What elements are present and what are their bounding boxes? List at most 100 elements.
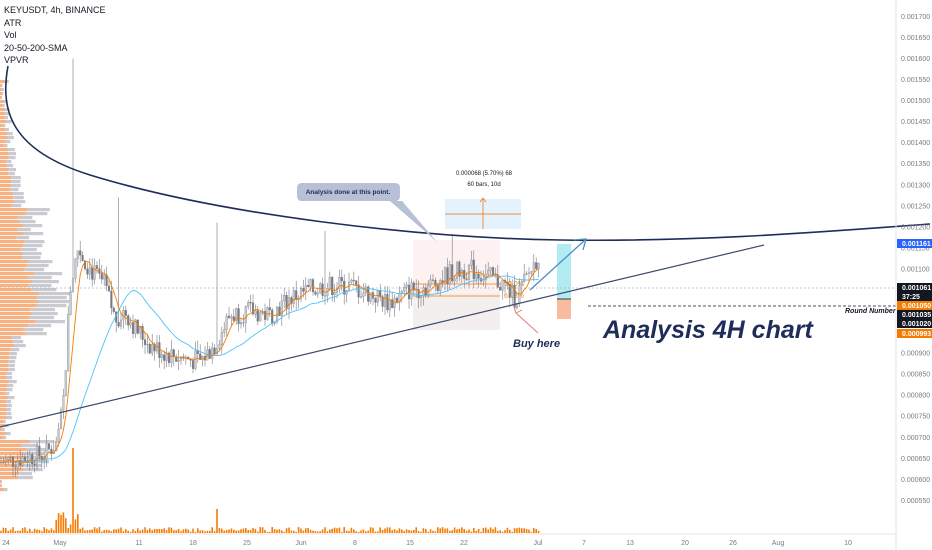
candle xyxy=(374,296,377,313)
indicator-vpvr[interactable]: VPVR xyxy=(4,55,29,66)
vpvr-bar-buy xyxy=(31,288,57,292)
vpvr-bar-buy xyxy=(6,160,12,164)
vpvr-bar-buy xyxy=(27,208,50,212)
volume-bar xyxy=(480,531,482,533)
volume-bar xyxy=(211,527,213,533)
vpvr-bar-buy xyxy=(23,328,44,332)
candle xyxy=(417,280,420,309)
volume-bar xyxy=(216,509,218,533)
vpvr-bar-sell xyxy=(0,144,5,148)
candle xyxy=(38,437,41,462)
volume-bar xyxy=(67,527,69,533)
candle xyxy=(376,289,379,307)
volume-bar xyxy=(348,530,350,533)
vpvr-bar-buy xyxy=(8,168,17,172)
vpvr-bar-buy xyxy=(6,120,12,124)
vpvr-bar-sell xyxy=(0,328,24,332)
volume-bar xyxy=(86,530,89,533)
vpvr-bar-buy xyxy=(7,384,14,388)
volume-bar xyxy=(271,527,273,533)
vpvr-bar-sell xyxy=(0,96,2,100)
vpvr-bar-buy xyxy=(25,332,47,336)
vpvr-bar-buy xyxy=(38,300,70,304)
price-tag: 0.001035 xyxy=(897,310,932,319)
vpvr-bar-sell xyxy=(0,228,17,232)
volume-bar xyxy=(506,527,509,533)
vpvr-bar-buy xyxy=(6,372,12,376)
vpvr-bar-sell xyxy=(0,400,7,404)
vpvr-bar-sell xyxy=(0,292,39,296)
vpvr-bar-buy xyxy=(13,192,24,196)
volume-bar xyxy=(185,528,187,533)
vpvr-bar-sell xyxy=(0,232,24,236)
volume-bar xyxy=(204,531,206,533)
volume-bar xyxy=(465,530,468,533)
vpvr-bar-buy xyxy=(17,216,33,220)
vpvr-bar-sell xyxy=(0,180,12,184)
vpvr-bar-buy xyxy=(1,484,2,488)
candle xyxy=(105,266,108,292)
candle xyxy=(23,453,27,462)
price-tag-label: 37:25 xyxy=(902,294,920,301)
volume-bar xyxy=(350,527,353,533)
candle xyxy=(453,275,456,287)
volume-bar xyxy=(29,528,31,533)
x-tick-label: Aug xyxy=(772,540,785,547)
vpvr-bar-sell xyxy=(0,152,9,156)
indicator-vol[interactable]: Vol xyxy=(4,30,17,41)
x-tick-label: 25 xyxy=(243,540,251,547)
vpvr-bar-buy xyxy=(1,480,2,484)
candle xyxy=(35,442,39,470)
price-axis[interactable]: 0.001700 0.001650 0.001600 0.001550 0.001500… xyxy=(901,14,930,505)
buy-here-label: Buy here xyxy=(513,338,560,350)
indicator-sma[interactable]: 20-50-200-SMA xyxy=(4,42,68,53)
vpvr-bar-buy xyxy=(1,92,4,96)
vpvr-bar-sell xyxy=(0,104,3,108)
candle xyxy=(201,355,204,367)
projection-arrow-head xyxy=(573,238,587,251)
time-axis[interactable]: 24 May 11 18 25 Jun 8 15 22 Jul 7 13 20 26 Aug 10 xyxy=(2,540,852,547)
volume-profile xyxy=(0,80,71,492)
vpvr-bar-sell xyxy=(0,172,9,176)
volume-bar xyxy=(242,528,245,533)
volume-bar xyxy=(393,529,396,533)
volume-bar xyxy=(341,531,343,533)
candle xyxy=(487,262,490,277)
volume-bar xyxy=(439,528,441,533)
candle xyxy=(508,277,511,308)
vpvr-bar-buy xyxy=(21,444,39,448)
candle xyxy=(357,276,360,305)
vpvr-bar-sell xyxy=(0,252,23,256)
volume-bar xyxy=(281,530,283,533)
candle xyxy=(69,286,72,316)
vpvr-bar-buy xyxy=(5,108,10,112)
volume-bar xyxy=(48,530,50,533)
volume-bar xyxy=(192,528,194,533)
volume-bar xyxy=(26,530,29,533)
volume-bar xyxy=(297,527,300,533)
candle xyxy=(148,342,151,355)
y-tick-label: 0.000650 xyxy=(901,456,930,463)
volume-bar xyxy=(245,528,247,533)
volume-bar xyxy=(521,528,523,533)
candle xyxy=(309,278,312,292)
vpvr-bar-sell xyxy=(0,224,24,228)
vpvr-bar-sell xyxy=(0,140,6,144)
vpvr-bar-buy xyxy=(23,468,43,472)
indicator-atr[interactable]: ATR xyxy=(4,17,22,28)
candle xyxy=(170,339,173,368)
vpvr-bar-sell xyxy=(0,408,6,412)
candle xyxy=(177,349,180,371)
volume-bar xyxy=(65,518,67,533)
volume-bar xyxy=(199,530,201,533)
vpvr-bar-sell xyxy=(0,356,10,360)
candle xyxy=(74,258,77,283)
candle xyxy=(194,341,197,371)
candle xyxy=(359,290,363,299)
candle xyxy=(316,287,319,298)
vpvr-bar-sell xyxy=(0,188,11,192)
volume-bar xyxy=(470,531,473,533)
candle xyxy=(244,305,247,333)
candle xyxy=(81,251,84,262)
